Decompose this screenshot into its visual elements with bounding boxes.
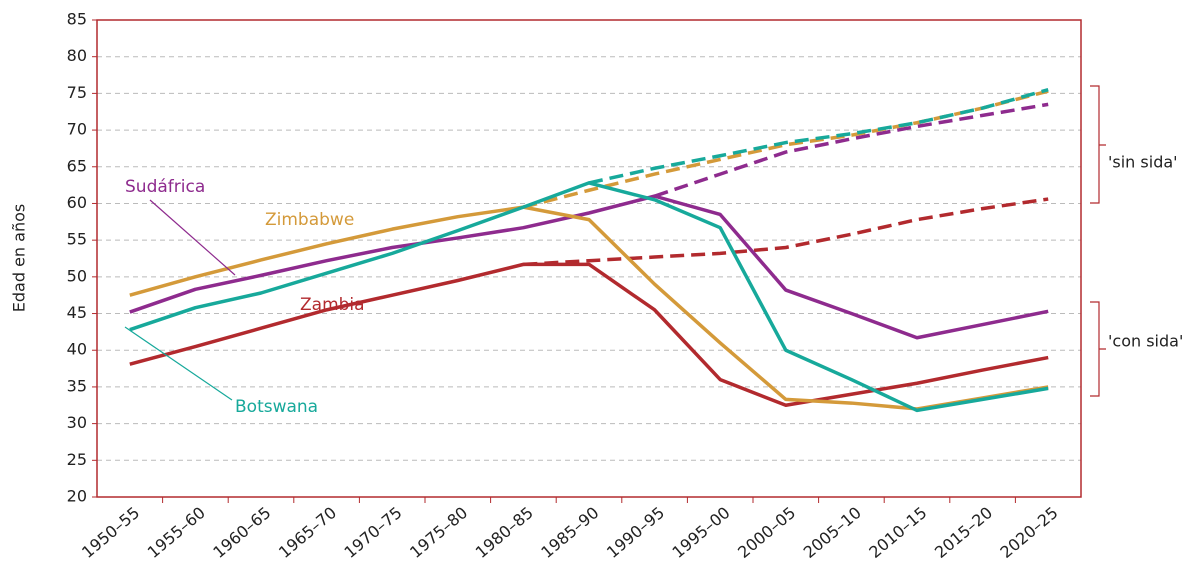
y-tick-label: 25 <box>67 450 87 469</box>
leader-line <box>124 326 233 401</box>
x-tick-label: 1965–70 <box>275 503 340 562</box>
y-tick-label: 35 <box>67 376 87 395</box>
y-tick-label: 60 <box>67 193 87 212</box>
x-tick-label: 1975–80 <box>406 503 471 562</box>
series-line <box>654 102 1049 198</box>
x-tick-label: 1990–95 <box>603 503 668 562</box>
x-tick-label: 1970–75 <box>341 503 406 562</box>
x-tick-label: 2010–15 <box>865 503 930 562</box>
annotation: 'con sida' <box>1108 332 1183 351</box>
y-tick-label: 20 <box>67 487 87 506</box>
annotation: 'sin sida' <box>1108 153 1178 172</box>
y-tick-label: 55 <box>67 230 87 249</box>
y-axis-label: Edad en años <box>10 204 29 312</box>
series-line <box>522 89 1049 209</box>
y-tick-label: 50 <box>67 266 87 285</box>
y-tick-label: 85 <box>67 10 87 29</box>
plot-frame <box>96 19 1082 498</box>
x-tick-label: 1985–90 <box>537 503 602 562</box>
x-tick-label: 2015–20 <box>931 503 996 562</box>
series-line <box>129 205 1049 411</box>
x-tick-label: 2000–05 <box>734 503 799 562</box>
y-tick-label: 40 <box>67 340 87 359</box>
x-tick-label: 1995–00 <box>669 503 734 562</box>
series-line <box>588 88 1049 185</box>
series-label: Sudáfrica <box>125 177 205 197</box>
leader-line <box>149 199 236 276</box>
x-tick-label: 1980–85 <box>472 503 537 562</box>
series-line <box>523 197 1049 267</box>
x-tick-label: 2005–10 <box>800 503 865 562</box>
series-line <box>129 262 1049 408</box>
y-tick-label: 75 <box>67 83 87 102</box>
series-line <box>129 181 1049 413</box>
y-tick-label: 70 <box>67 120 87 139</box>
y-tick-label: 45 <box>67 303 87 322</box>
series-line <box>129 194 1049 340</box>
y-tick-label: 65 <box>67 156 87 175</box>
series-label: Zambia <box>300 295 365 315</box>
x-tick-label: 2020–25 <box>997 503 1062 562</box>
series-label: Zimbabwe <box>265 210 354 230</box>
bracket-sin-sida <box>1090 85 1106 204</box>
x-tick-label: 1950–55 <box>78 503 143 562</box>
x-tick-label: 1955–60 <box>144 503 209 562</box>
y-tick-label: 80 <box>67 46 87 65</box>
bracket-con-sida <box>1090 301 1106 397</box>
series-label: Botswana <box>235 397 318 417</box>
y-tick-label: 30 <box>67 413 87 432</box>
x-tick-label: 1960–65 <box>209 503 274 562</box>
